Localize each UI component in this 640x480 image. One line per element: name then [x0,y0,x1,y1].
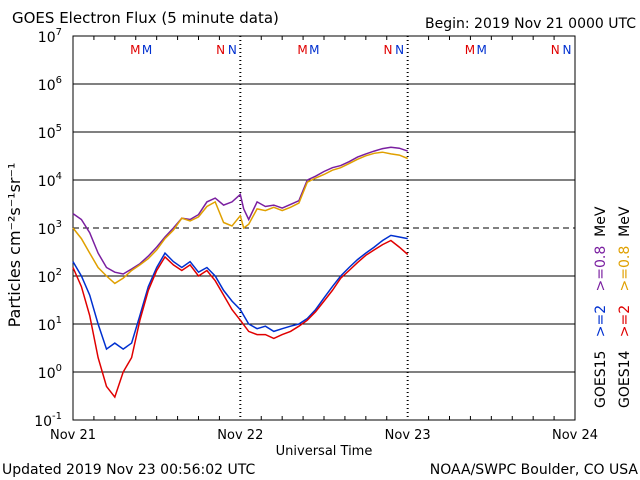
series-line [72,146,408,275]
event-marker: N [563,43,572,57]
event-marker: M [465,43,475,57]
event-marker: M [309,43,319,57]
y-tick-label: 101 [38,315,62,334]
legend-entry: GOES15 >=2 >=0.8 MeV [593,206,609,408]
y-tick-label: 107 [38,27,62,46]
y-tick-label: 10-1 [34,411,62,430]
x-tick-label: Nov 24 [552,428,598,443]
event-marker: M [142,43,152,57]
legend: GOES15 >=2 >=0.8 MeV GOES14 >=2 >=0.8 MeV [593,206,633,408]
credit: NOAA/SWPC Boulder, CO USA [430,462,639,478]
event-marker: M [297,43,307,57]
event-marker: N [551,43,560,57]
y-tick-label: 106 [38,75,62,94]
legend-entry: GOES14 >=2 >=0.8 MeV [617,206,633,408]
series-line [72,234,408,351]
x-tick-labels: Nov 21 Nov 22 Nov 23 Nov 24 [50,428,598,443]
y-tick-label: 100 [38,363,62,382]
event-marker: N [395,43,404,57]
x-tick-label: Nov 22 [217,428,263,443]
begin-label: Begin: 2019 Nov 21 0000 UTC [425,16,636,32]
x-tick-label: Nov 23 [385,428,431,443]
y-tick-label: 105 [38,123,62,142]
y-axis-label: Particles cm⁻²s⁻¹sr⁻¹ [5,163,24,328]
series-line [72,151,408,285]
x-minor-ticks [93,36,555,420]
grid-lines [73,83,575,373]
series-lines [72,146,409,399]
event-marker: N [228,43,237,57]
day-dividers [239,36,409,420]
y-tick-label: 102 [38,267,62,286]
event-marker: M [476,43,486,57]
y-tick-label: 104 [38,171,62,190]
event-marker: N [383,43,392,57]
y-tick-labels: 107 106 105 104 103 102 101 100 10-1 [34,27,62,430]
updated-timestamp: Updated 2019 Nov 23 00:56:02 UTC [2,462,255,478]
y-tick-label: 103 [38,219,62,238]
event-marker: M [130,43,140,57]
series-line [72,239,409,399]
chart-title: GOES Electron Flux (5 minute data) [12,9,279,27]
x-axis-label: Universal Time [276,444,373,459]
event-marker: N [216,43,225,57]
x-tick-label: Nov 21 [50,428,96,443]
